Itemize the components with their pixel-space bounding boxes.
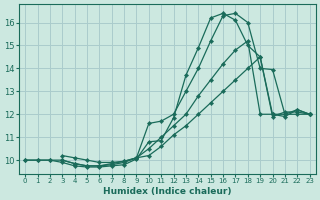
X-axis label: Humidex (Indice chaleur): Humidex (Indice chaleur) — [103, 187, 232, 196]
